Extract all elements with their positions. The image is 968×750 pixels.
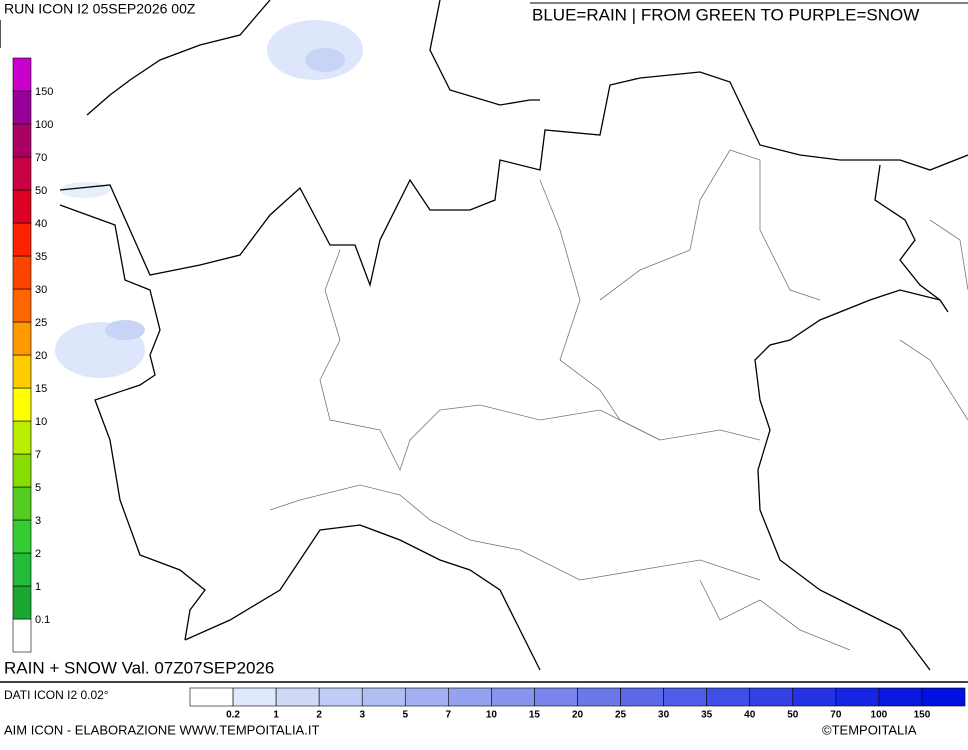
run-label: RUN ICON I2 05SEP2026 00Z — [4, 1, 196, 17]
legend-title: BLUE=RAIN | FROM GREEN TO PURPLE=SNOW — [532, 5, 919, 24]
snow-label: 35 — [35, 251, 47, 263]
snow-label: 10 — [35, 416, 47, 428]
rain-label: 30 — [658, 710, 670, 721]
snow-swatch — [12, 453, 32, 488]
rain-swatch — [792, 687, 837, 707]
rain-swatch — [189, 687, 234, 707]
rain-swatch — [448, 687, 492, 707]
rain-label: 1 — [273, 710, 279, 721]
rain-swatch — [491, 687, 535, 707]
rain-swatch — [749, 687, 794, 707]
snow-label: 100 — [35, 119, 53, 131]
rain-label: 150 — [914, 710, 931, 721]
rain-swatch — [878, 687, 923, 707]
rain-label: 70 — [830, 710, 842, 721]
snow-swatch — [12, 519, 32, 554]
rain-label: 35 — [701, 710, 713, 721]
snow-swatch — [12, 387, 32, 422]
rain-label: 50 — [787, 710, 799, 721]
snow-swatch — [12, 585, 32, 620]
snow-swatch — [12, 288, 32, 323]
snow-swatch — [12, 321, 32, 356]
rain-label: 7 — [446, 710, 452, 721]
snow-swatch — [12, 486, 32, 521]
rain-label: 15 — [529, 710, 541, 721]
snow-swatch — [12, 156, 32, 191]
rain-label: 10 — [486, 710, 498, 721]
rain-swatch — [275, 687, 320, 707]
map-label: RAIN + SNOW Val. 07Z07SEP2026 — [4, 658, 274, 677]
snow-swatch — [12, 420, 32, 455]
snow-label: 30 — [35, 284, 47, 296]
snow-label: 150 — [35, 86, 53, 98]
rain-label: 20 — [572, 710, 584, 721]
borders — [0, 0, 968, 671]
snow-label: 5 — [35, 482, 41, 494]
snow-swatch — [12, 189, 32, 224]
rain-swatch — [534, 687, 578, 707]
snow-swatch — [12, 552, 32, 587]
copyright: ©TEMPOITALIA — [822, 722, 917, 737]
rain-swatch — [663, 687, 707, 707]
rain-swatch — [835, 687, 880, 707]
snow-label: 20 — [35, 350, 47, 362]
rain-swatch — [620, 687, 664, 707]
rain-label: 25 — [615, 710, 627, 721]
snow-label: 25 — [35, 317, 47, 329]
rain-label: 2 — [316, 710, 322, 721]
snow-swatch — [12, 255, 32, 290]
snow-label: 40 — [35, 218, 47, 230]
rain-swatch — [404, 687, 449, 707]
rain-swatch — [232, 687, 277, 707]
snow-swatch — [12, 90, 32, 125]
snow-label: 2 — [35, 548, 41, 560]
snow-swatch — [12, 57, 32, 92]
snow-label: 50 — [35, 185, 47, 197]
snow-swatch — [12, 123, 32, 158]
snow-label: 70 — [35, 152, 47, 164]
credit: AIM ICON - ELABORAZIONE WWW.TEMPOITALIA.… — [4, 722, 319, 737]
rain-label: 0.2 — [226, 710, 240, 721]
snow-label: 15 — [35, 383, 47, 395]
rain-label: 5 — [402, 710, 408, 721]
rain-swatch — [577, 687, 621, 707]
regions — [269, 149, 968, 651]
snow-label: 7 — [35, 449, 41, 461]
rain-label: 100 — [871, 710, 888, 721]
rain-label: 3 — [359, 710, 365, 721]
snow-label: 3 — [35, 515, 41, 527]
rain-swatch — [921, 687, 966, 707]
snow-swatch — [12, 618, 32, 653]
snow-swatch — [12, 354, 32, 389]
rain-swatch — [361, 687, 406, 707]
rain-swatch — [706, 687, 751, 707]
data-note: DATI ICON I2 0.02° — [4, 688, 109, 702]
rain-label: 40 — [744, 710, 756, 721]
rain-areas — [55, 20, 363, 378]
snow-label: 1 — [35, 581, 41, 593]
snow-label: 0.1 — [35, 614, 50, 626]
snow-swatch — [12, 222, 32, 257]
rain-swatch — [318, 687, 363, 707]
